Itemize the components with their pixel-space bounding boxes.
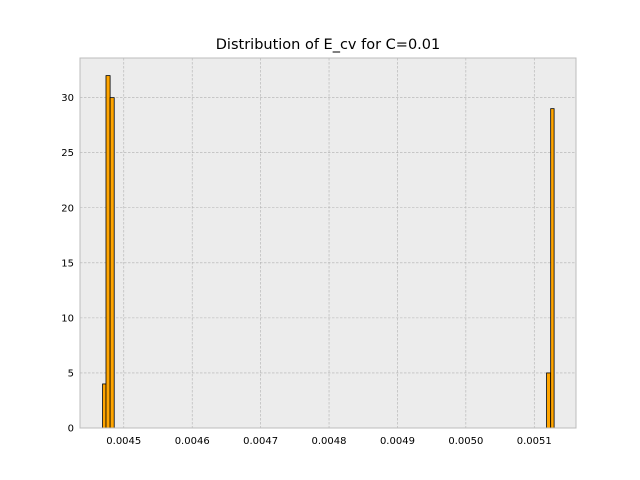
histogram-bar [546,372,552,429]
grid-lines [80,58,576,428]
y-tick-label: 25 [61,148,74,159]
histogram-bar [105,75,111,429]
y-tick-label: 5 [68,368,74,379]
x-tick-label: 0.0047 [243,436,278,447]
histogram-bars [102,75,555,429]
y-tick-label: 0 [68,424,74,435]
chart-title: Distribution of E_cv for C=0.01 [216,37,440,53]
x-axis-ticks: 0.0045 0.0046 0.0047 0.0048 0.0049 0.0050 0.00… [106,436,551,447]
y-tick-label: 15 [61,258,74,269]
histogram-bar [550,108,555,429]
y-tick-label: 30 [61,93,74,104]
x-tick-label: 0.0049 [380,436,415,447]
plot-frame [79,57,577,429]
x-tick-label: 0.0045 [106,436,141,447]
plot-area [80,58,576,428]
histogram-bar [109,97,115,429]
y-tick-label: 10 [61,313,74,324]
x-tick-label: 0.0051 [517,436,552,447]
x-tick-label: 0.0048 [312,436,347,447]
y-axis-ticks: 0 5 10 15 20 25 30 [61,93,74,434]
x-tick-label: 0.0050 [448,436,483,447]
y-tick-label: 20 [61,203,74,214]
histogram-bar [102,383,107,429]
x-tick-label: 0.0046 [175,436,210,447]
